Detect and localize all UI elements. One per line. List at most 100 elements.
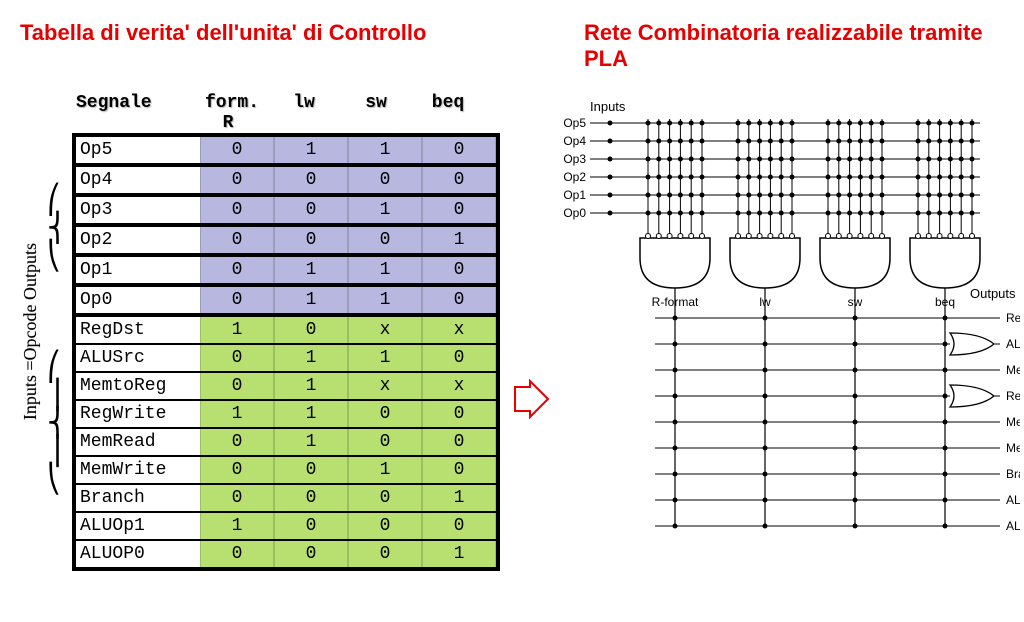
cell: 1: [422, 485, 496, 511]
outputs-section: RegDst10xxALUSrc0110MemtoReg01xxRegWrite…: [72, 317, 500, 571]
cell: 1: [274, 429, 348, 455]
cell: 0: [422, 457, 496, 483]
row-label: ALUOp1: [76, 513, 200, 539]
svg-text:ALUOp1: ALUOp1: [1006, 493, 1020, 507]
svg-text:sw: sw: [848, 295, 863, 309]
cell: 0: [422, 287, 496, 313]
svg-text:RegDst: RegDst: [1006, 311, 1020, 325]
cell: 1: [348, 457, 422, 483]
cell: 0: [200, 345, 274, 371]
cell: 0: [348, 513, 422, 539]
row-label: MemRead: [76, 429, 200, 455]
header-col-1: lw: [268, 93, 340, 113]
cell: 1: [200, 401, 274, 427]
cell: 1: [274, 287, 348, 313]
table-row: Op30010: [74, 195, 498, 225]
table-row: MemWrite0010: [74, 457, 498, 485]
title-left: Tabella di verita' dell'unita' di Contro…: [20, 20, 426, 73]
cell: 0: [200, 457, 274, 483]
svg-text:Inputs: Inputs: [590, 99, 626, 114]
svg-text:Op5: Op5: [563, 116, 586, 130]
cell: 1: [274, 373, 348, 399]
vertical-axis-label: Inputs =Opcode Outputs: [20, 243, 41, 420]
svg-text:MemRead: MemRead: [1006, 415, 1020, 429]
svg-text:beq: beq: [935, 295, 955, 309]
inputs-section: Op50110Op40000Op30010Op20001Op10110Op001…: [72, 133, 500, 317]
row-label: Op3: [76, 197, 200, 223]
cell: 0: [200, 485, 274, 511]
cell: 0: [274, 457, 348, 483]
table-row: ALUOP00001: [74, 541, 498, 569]
row-label: Branch: [76, 485, 200, 511]
cell: 0: [274, 167, 348, 193]
row-label: Op2: [76, 227, 200, 253]
svg-text:R-format: R-format: [652, 295, 699, 309]
svg-text:Op0: Op0: [563, 206, 586, 220]
cell: 0: [274, 317, 348, 343]
cell: 1: [348, 257, 422, 283]
cell: 0: [348, 227, 422, 253]
svg-text:RegWrite: RegWrite: [1006, 389, 1020, 403]
cell: 0: [422, 513, 496, 539]
table-row: Op10110: [74, 255, 498, 285]
header-col-2: sw: [340, 93, 412, 113]
row-label: Op4: [76, 167, 200, 193]
cell: 0: [422, 401, 496, 427]
row-label: ALUSrc: [76, 345, 200, 371]
title-right: Rete Combinatoria realizzabile tramite P…: [584, 20, 1004, 73]
row-label: MemtoReg: [76, 373, 200, 399]
truth-table: Segnale form. lw sw beq R Op50110Op40000…: [72, 93, 500, 571]
cell: 1: [422, 541, 496, 567]
cell: 1: [200, 317, 274, 343]
braces: ⎛⎨⎝ ⎛⎪⎨⎪⎝: [47, 124, 68, 540]
cell: 0: [200, 541, 274, 567]
cell: 0: [422, 197, 496, 223]
cell: 0: [274, 513, 348, 539]
row-label: RegWrite: [76, 401, 200, 427]
table-row: Op20001: [74, 225, 498, 255]
cell: 0: [200, 197, 274, 223]
table-row: Op40000: [74, 165, 498, 195]
table-row: Op50110: [74, 135, 498, 165]
header-signal: Segnale: [72, 93, 196, 113]
cell: 0: [274, 541, 348, 567]
cell: x: [348, 317, 422, 343]
cell: 0: [422, 429, 496, 455]
arrow-icon: [510, 379, 550, 424]
cell: 0: [274, 485, 348, 511]
cell: 0: [200, 429, 274, 455]
cell: 0: [422, 167, 496, 193]
table-row: RegDst10xx: [74, 317, 498, 345]
cell: 0: [200, 137, 274, 163]
row-label: MemWrite: [76, 457, 200, 483]
svg-text:lw: lw: [759, 295, 771, 309]
cell: x: [422, 317, 496, 343]
table-row: Branch0001: [74, 485, 498, 513]
cell: 0: [422, 137, 496, 163]
table-row: RegWrite1100: [74, 401, 498, 429]
pla-diagram: InputsOp5Op4Op3Op2Op1Op0R-formatlwswbeqO…: [560, 93, 1020, 568]
cell: x: [422, 373, 496, 399]
subheader-r: R: [192, 113, 264, 133]
table-row: MemRead0100: [74, 429, 498, 457]
svg-text:Op2: Op2: [563, 170, 586, 184]
cell: 1: [348, 197, 422, 223]
table-row: Op00110: [74, 285, 498, 315]
svg-text:MemtoReg: MemtoReg: [1006, 363, 1020, 377]
cell: 1: [274, 137, 348, 163]
cell: 0: [274, 227, 348, 253]
svg-text:Op3: Op3: [563, 152, 586, 166]
cell: 0: [200, 227, 274, 253]
cell: 0: [348, 401, 422, 427]
cell: 1: [274, 257, 348, 283]
cell: 1: [274, 401, 348, 427]
svg-text:ALUOpO: ALUOpO: [1006, 519, 1020, 533]
table-row: ALUSrc0110: [74, 345, 498, 373]
row-label: ALUOP0: [76, 541, 200, 567]
cell: 0: [200, 373, 274, 399]
svg-text:Branch: Branch: [1006, 467, 1020, 481]
cell: 0: [422, 257, 496, 283]
cell: 1: [348, 345, 422, 371]
cell: 0: [200, 257, 274, 283]
row-label: Op1: [76, 257, 200, 283]
